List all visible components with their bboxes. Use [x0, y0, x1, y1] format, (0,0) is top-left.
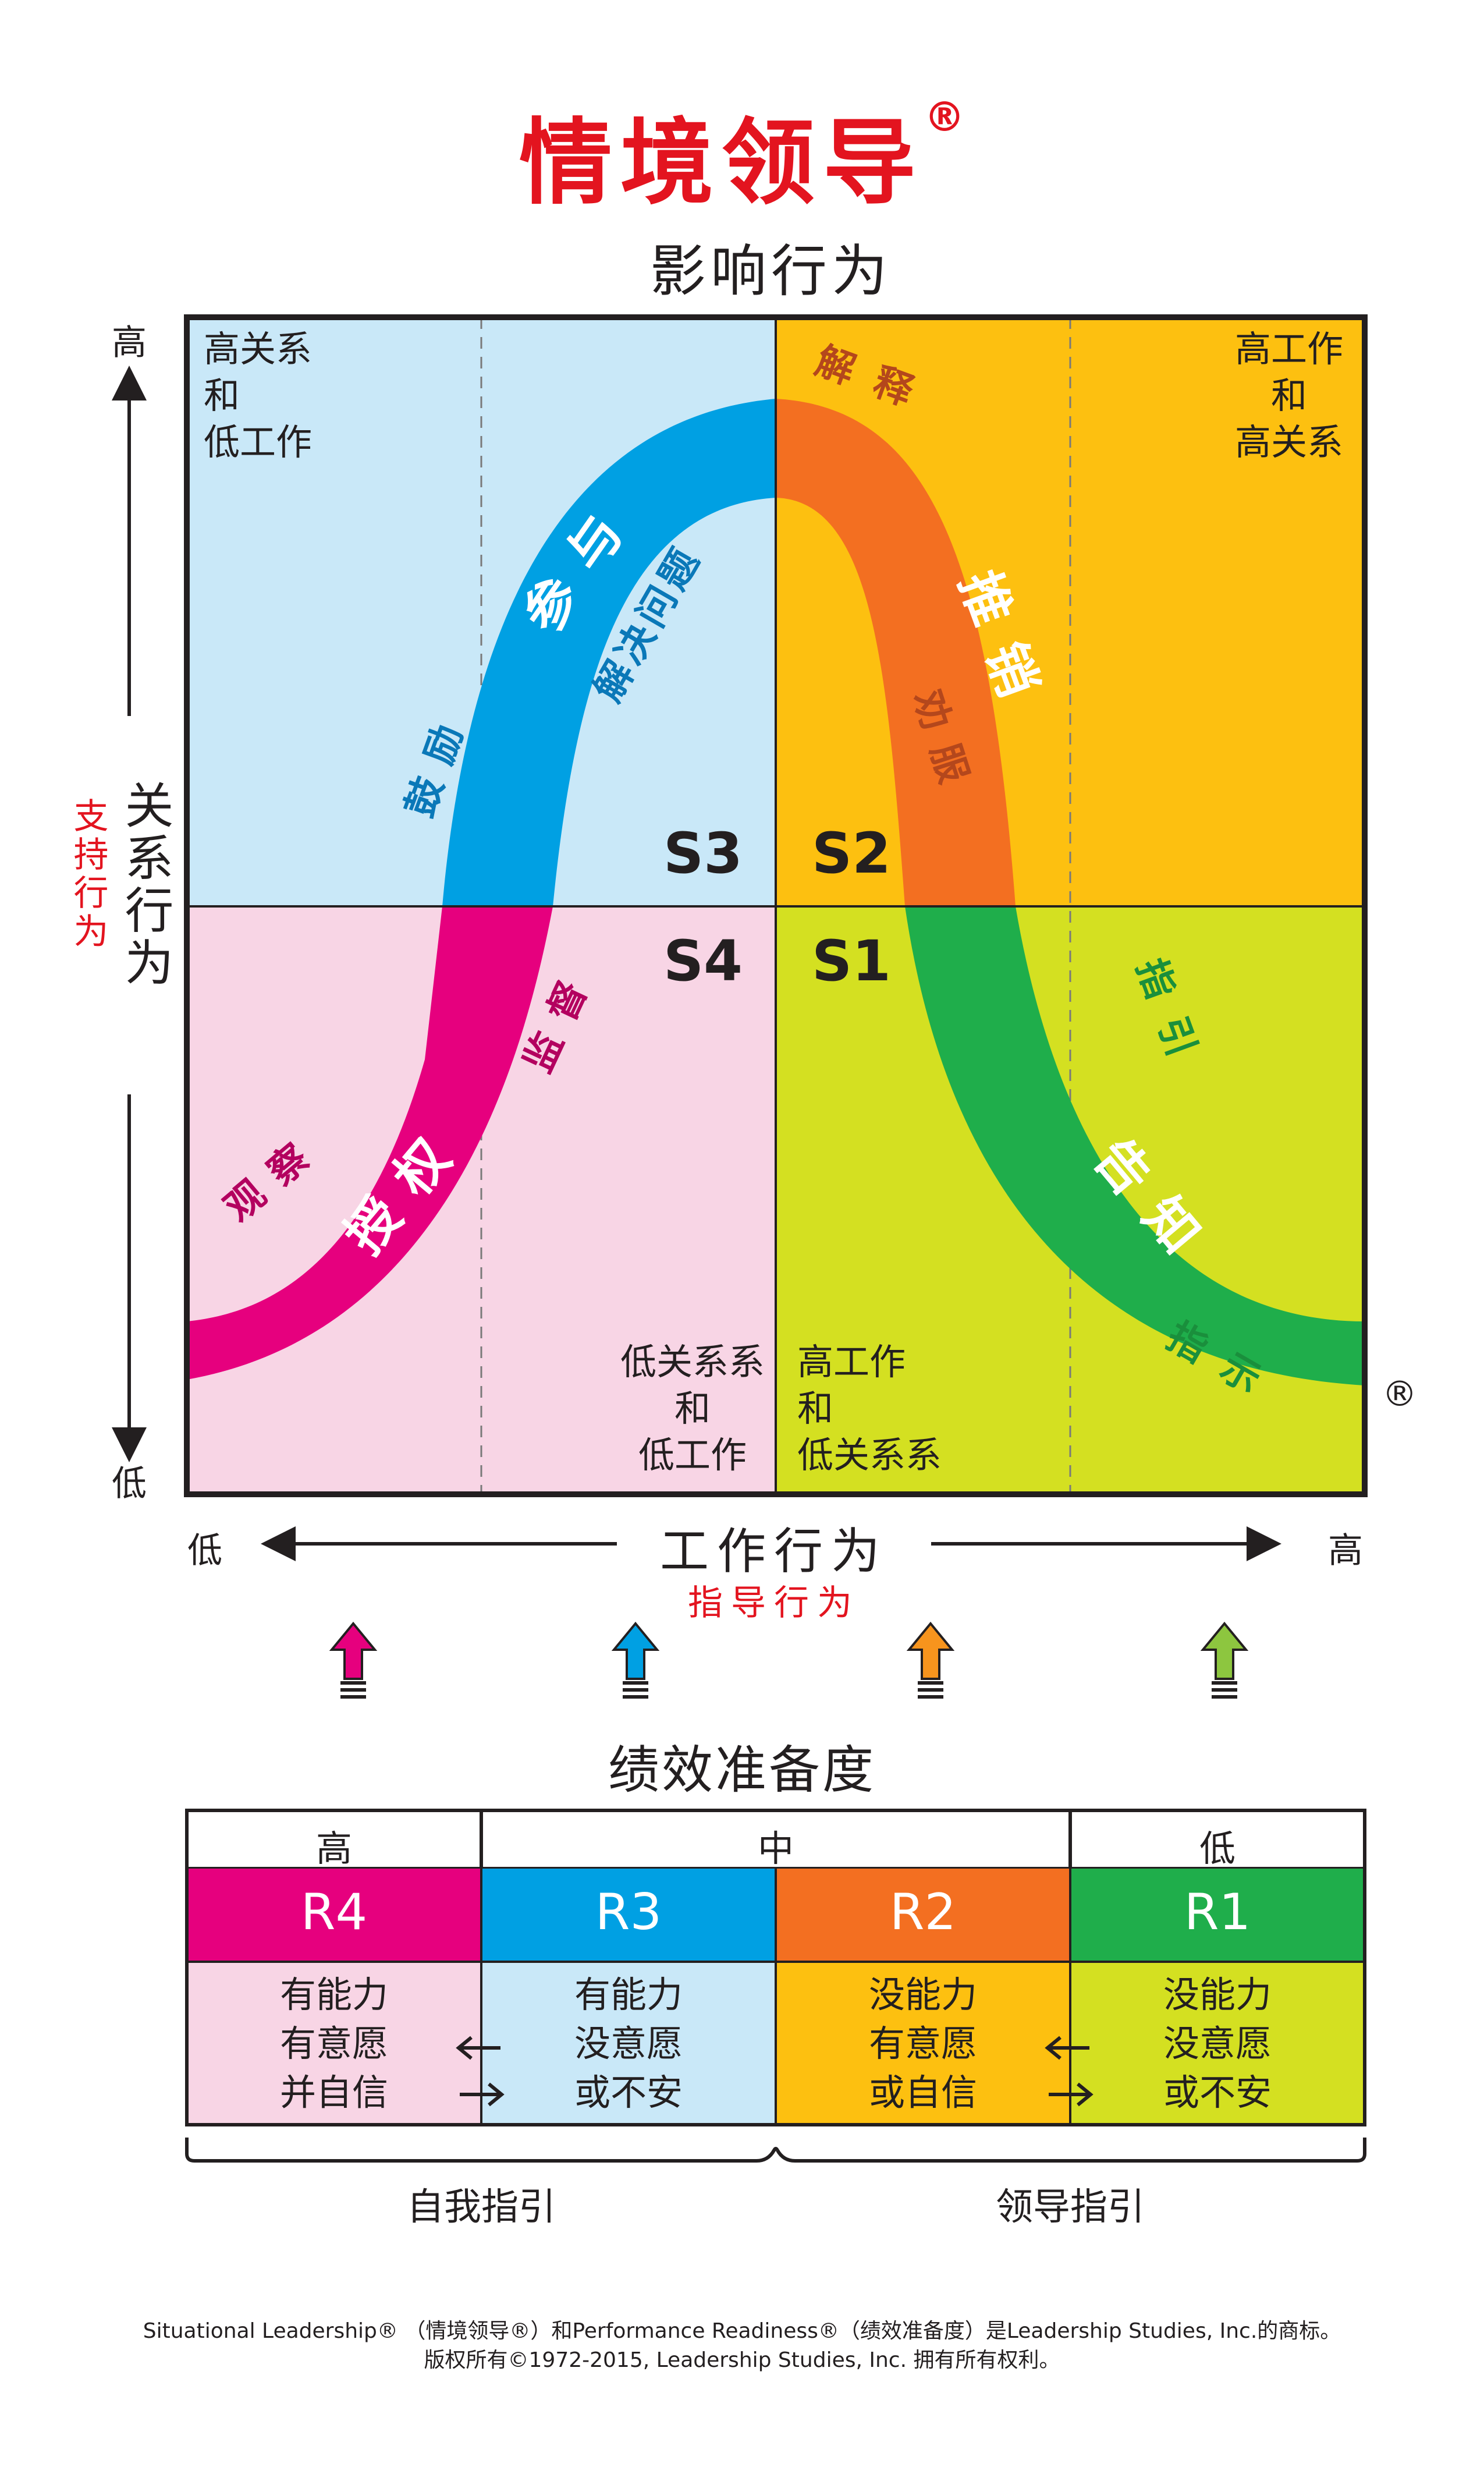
r1-code-cell: [1070, 1869, 1365, 1962]
readiness-desc-r1: 没能力 没意愿 或不安: [1163, 1973, 1272, 2114]
curve-band-s2: [776, 399, 1016, 906]
style-label-s1: S1: [812, 928, 891, 994]
quadrant-label-top-left: 高关系和低工作: [204, 328, 313, 463]
readiness-desc-r4: 有能力 有意愿 并自信: [279, 1973, 388, 2114]
y-axis-high: 高: [112, 322, 147, 363]
r3-code-cell: [481, 1869, 776, 1962]
readiness-arrow-r4: [329, 1621, 378, 1699]
style-label-s4: S4: [663, 928, 743, 994]
style-label-s2: S2: [812, 821, 891, 886]
x-axis-low: 低: [187, 1530, 222, 1571]
readiness-level-medium: 中: [757, 1827, 794, 1870]
x-axis-label: 工作行为: [659, 1523, 888, 1580]
r3-desc-cell: [481, 1962, 776, 2125]
x-axis-high: 高: [1328, 1530, 1363, 1571]
page-title: 情境领导®: [519, 93, 965, 217]
readiness-code-r4: R4: [300, 1883, 368, 1941]
footer-trademark: Situational Leadership® （情境领导®）和Performa…: [143, 2319, 1341, 2343]
self-directed-label: 自我指引: [407, 2186, 556, 2229]
registered-mark: ®: [924, 93, 965, 141]
y-axis-sublabel: 支持行为: [68, 798, 108, 951]
readiness-code-r2: R2: [889, 1883, 957, 1941]
r4-desc-cell: [187, 1962, 481, 2125]
model-frame: [184, 314, 1368, 1497]
quadrant-label-bottom-left: 低关系系和低工作: [620, 1341, 765, 1476]
readiness-desc-r3: 有能力 没意愿 或不安: [574, 1973, 683, 2114]
readiness-title: 绩效准备度: [608, 1740, 876, 1800]
readiness-code-r3: R3: [595, 1883, 662, 1941]
registered-mark-model: ®: [1382, 1374, 1417, 1415]
r2-desc-cell: [776, 1962, 1070, 2125]
diagram-subtitle: 影响行为: [650, 239, 892, 304]
curve-band-s1: [905, 906, 1365, 1385]
footer-copyright: 版权所有©1972-2015, Leadership Studies, Inc.…: [424, 2348, 1060, 2372]
r4-code-cell: [187, 1869, 481, 1962]
style-label-s3: S3: [663, 821, 743, 886]
quadrant-label-top-right: 高工作和高关系: [1234, 328, 1343, 463]
curve-band-s3: [442, 399, 776, 906]
y-axis-label: 关系行为: [117, 780, 174, 990]
y-axis-low: 低: [112, 1463, 147, 1504]
quadrant-label-bottom-right: 高工作和低关系系: [797, 1341, 942, 1476]
bracket-leader-directed: [776, 2138, 1366, 2163]
leader-directed-label: 领导指引: [996, 2186, 1145, 2229]
transition-arrows-right: [1045, 2036, 1094, 2107]
readiness-desc-r2: 没能力 有意愿 或自信: [868, 1973, 977, 2114]
r1-desc-cell: [1070, 1962, 1365, 2125]
readiness-arrow-r2: [906, 1621, 955, 1699]
readiness-arrow-r1: [1200, 1621, 1249, 1699]
readiness-arrow-r3: [611, 1621, 660, 1699]
transition-arrows-left: [456, 2036, 505, 2107]
curve-band-s4: [187, 906, 553, 1380]
readiness-level-high: 高: [315, 1827, 352, 1870]
x-axis-sublabel: 指导行为: [688, 1583, 860, 1624]
r2-code-cell: [776, 1869, 1070, 1962]
readiness-code-r1: R1: [1184, 1883, 1251, 1941]
bracket-self-directed: [185, 2138, 779, 2163]
readiness-level-low: 低: [1199, 1827, 1236, 1870]
